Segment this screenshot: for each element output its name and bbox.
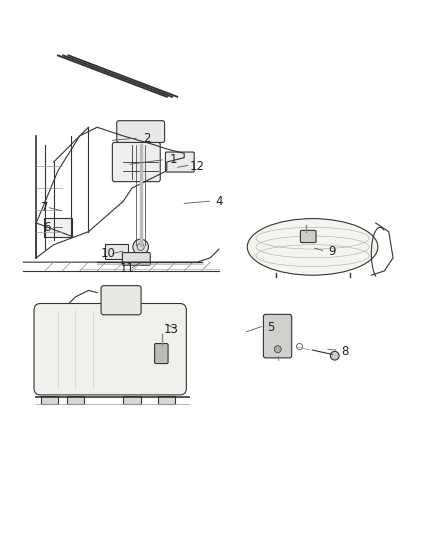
Circle shape	[274, 346, 281, 353]
Text: 2: 2	[143, 132, 151, 144]
Circle shape	[330, 351, 339, 360]
FancyBboxPatch shape	[34, 303, 186, 395]
Text: 1: 1	[170, 154, 177, 166]
FancyBboxPatch shape	[158, 396, 176, 405]
FancyBboxPatch shape	[41, 396, 58, 405]
Text: 11: 11	[120, 262, 135, 275]
FancyBboxPatch shape	[101, 286, 141, 315]
Text: 12: 12	[190, 160, 205, 173]
FancyBboxPatch shape	[44, 218, 72, 237]
FancyBboxPatch shape	[117, 120, 165, 142]
FancyBboxPatch shape	[122, 253, 150, 265]
Text: 5: 5	[268, 321, 275, 334]
Circle shape	[133, 239, 148, 255]
FancyBboxPatch shape	[123, 396, 141, 405]
FancyBboxPatch shape	[67, 396, 84, 405]
Ellipse shape	[247, 219, 378, 275]
FancyBboxPatch shape	[113, 142, 160, 182]
Text: 4: 4	[215, 195, 223, 208]
FancyBboxPatch shape	[155, 344, 168, 364]
FancyBboxPatch shape	[263, 314, 292, 358]
FancyBboxPatch shape	[105, 244, 128, 259]
FancyBboxPatch shape	[300, 230, 316, 243]
Text: 10: 10	[101, 247, 116, 260]
Text: 9: 9	[328, 245, 336, 258]
Text: 8: 8	[342, 345, 349, 358]
Text: 13: 13	[164, 323, 179, 336]
FancyBboxPatch shape	[166, 152, 194, 172]
Text: 7: 7	[41, 201, 49, 214]
Text: 6: 6	[43, 221, 51, 234]
